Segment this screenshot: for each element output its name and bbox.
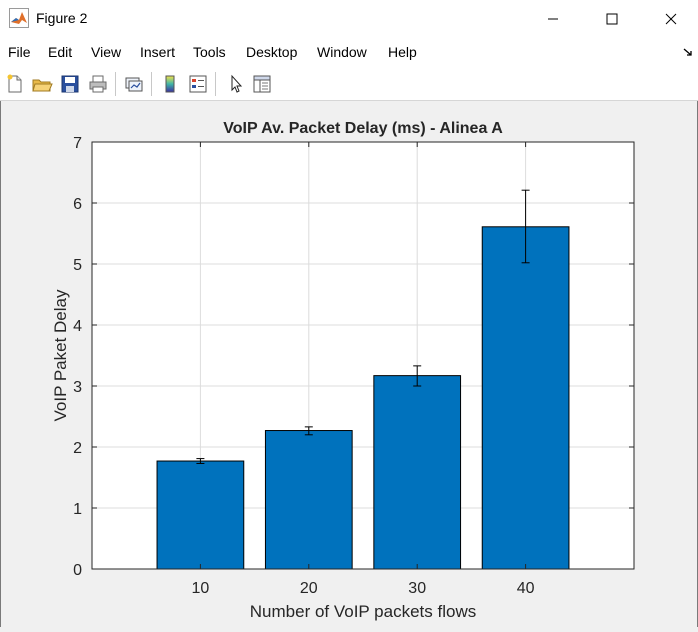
- chart-title: VoIP Av. Packet Delay (ms) - Alinea A: [223, 120, 503, 137]
- toolbar-separator: [151, 72, 152, 96]
- property-inspector-icon: [253, 75, 271, 93]
- x-tick-label: 30: [408, 580, 426, 597]
- y-tick-label: 6: [73, 196, 82, 213]
- bar: [373, 375, 462, 570]
- bar: [481, 226, 570, 570]
- menu-tools[interactable]: Tools: [193, 44, 226, 60]
- y-tick-label: 5: [73, 257, 82, 274]
- bars: [156, 226, 570, 570]
- property-inspector-button[interactable]: [251, 73, 273, 95]
- folder-open-icon: [32, 79, 53, 92]
- close-button[interactable]: [648, 0, 694, 38]
- link-plot-icon: [125, 77, 143, 92]
- x-tick-label: 20: [300, 580, 318, 597]
- toolbar-separator: [215, 72, 216, 96]
- insert-legend-button[interactable]: [187, 73, 209, 95]
- minimize-icon: [548, 18, 558, 20]
- close-icon: [665, 13, 677, 25]
- matlab-logo-icon: [9, 8, 29, 28]
- legend-icon: [189, 75, 207, 93]
- axes-box: [91, 141, 635, 570]
- new-file-icon: [7, 74, 22, 93]
- printer-icon: [89, 75, 107, 93]
- menu-help[interactable]: Help: [388, 44, 417, 60]
- x-axis-label: Number of VoIP packets flows: [250, 602, 476, 621]
- save-icon: [61, 75, 79, 93]
- bar-chart[interactable]: 0 1 2 3 4 5 6 7 10 20 30 40 VoIP Av. Packet Delay (…: [0, 101, 698, 627]
- cursor-arrow-icon: [231, 74, 243, 93]
- x-tick-label: 40: [517, 580, 535, 597]
- menu-file[interactable]: File: [8, 44, 31, 60]
- new-figure-button[interactable]: [4, 73, 26, 95]
- y-tick-label: 2: [73, 440, 82, 457]
- menu-window[interactable]: Window: [317, 44, 367, 60]
- menu-bar: File Edit View Insert Tools Desktop Wind…: [0, 38, 698, 68]
- window-title: Figure 2: [36, 10, 88, 26]
- title-bar: Figure 2: [0, 0, 698, 38]
- colorbar-icon: [165, 75, 175, 93]
- figure-area: 0 1 2 3 4 5 6 7 10 20 30 40 VoIP Av. Packet Delay (…: [0, 101, 698, 627]
- dock-arrow-icon[interactable]: [682, 46, 694, 58]
- error-bars: [196, 189, 530, 464]
- menu-view[interactable]: View: [91, 44, 122, 60]
- toolbar: [0, 68, 698, 101]
- y-tick-label: 7: [73, 135, 82, 152]
- y-tick-label: 0: [73, 562, 82, 579]
- axis-ticks: 0 1 2 3 4 5 6 7 10 20 30 40: [73, 135, 634, 597]
- menu-insert[interactable]: Insert: [140, 44, 176, 60]
- insert-colorbar-button[interactable]: [159, 73, 181, 95]
- y-tick-label: 1: [73, 501, 82, 518]
- maximize-icon: [606, 13, 618, 25]
- y-axis-label: VoIP Paket Delay: [51, 289, 70, 421]
- y-tick-label: 3: [73, 379, 82, 396]
- y-tick-label: 4: [73, 318, 82, 335]
- x-tick-label: 10: [192, 580, 210, 597]
- maximize-button[interactable]: [589, 0, 635, 38]
- edit-plot-button[interactable]: [225, 73, 247, 95]
- bar: [264, 430, 353, 570]
- open-file-button[interactable]: [31, 73, 53, 95]
- menu-desktop[interactable]: Desktop: [246, 44, 298, 60]
- save-figure-button[interactable]: [59, 73, 81, 95]
- print-figure-button[interactable]: [87, 73, 109, 95]
- minimize-button[interactable]: [530, 0, 576, 38]
- toolbar-separator: [115, 72, 116, 96]
- menu-edit[interactable]: Edit: [48, 44, 73, 60]
- bar: [156, 460, 245, 570]
- link-plot-button[interactable]: [123, 73, 145, 95]
